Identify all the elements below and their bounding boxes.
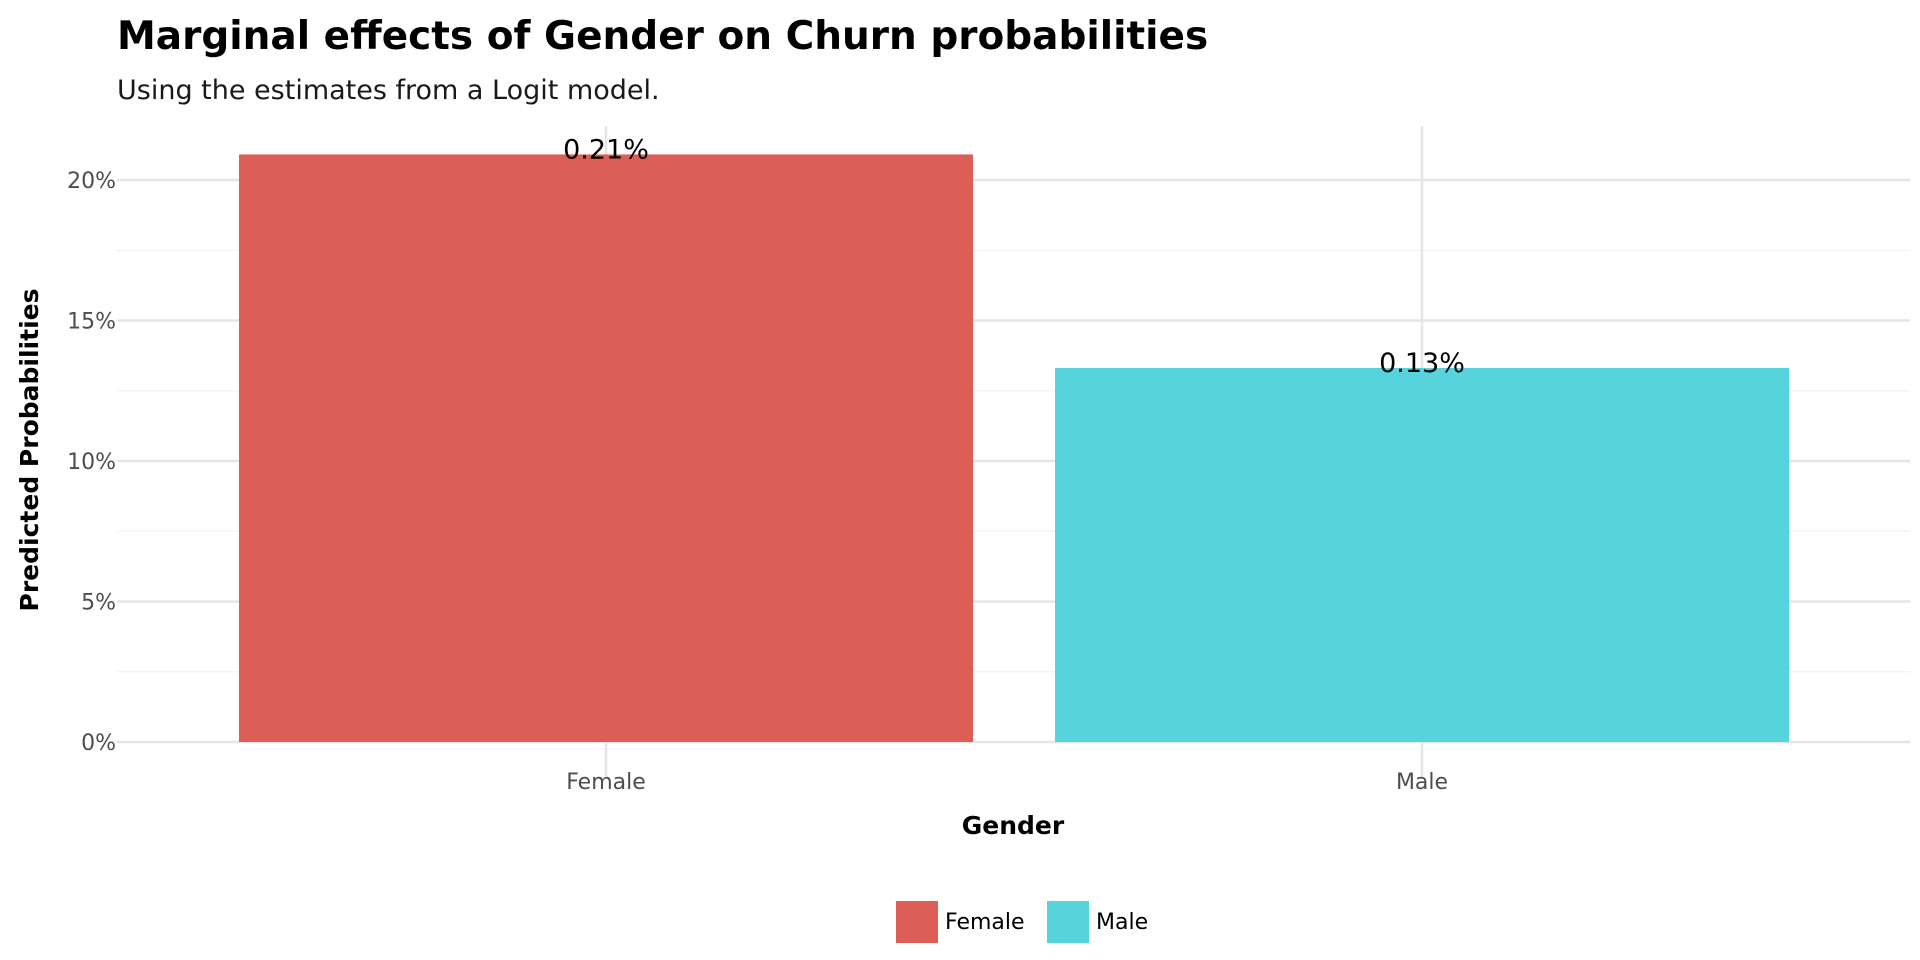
legend-swatch-male (1047, 901, 1089, 943)
data-label-male: 0.13% (1379, 348, 1465, 379)
legend-label-male: Male (1096, 910, 1148, 935)
data-label-female: 0.21% (563, 134, 649, 165)
data-labels: 0.21% 0.13% (563, 134, 1465, 379)
bar-female (239, 154, 973, 742)
legend-label-female: Female (945, 910, 1025, 935)
bars (239, 154, 1789, 742)
legend: Female Male (896, 901, 1148, 943)
y-tick-label: 20% (67, 169, 116, 194)
x-axis-ticks: Female Male (566, 770, 1448, 795)
x-tick-label: Male (1396, 770, 1448, 795)
chart-title: Marginal effects of Gender on Churn prob… (117, 14, 1208, 59)
bar-male (1055, 367, 1789, 742)
legend-swatch-female (896, 901, 938, 943)
x-tick-label: Female (566, 770, 646, 795)
chart-subtitle: Using the estimates from a Logit model. (117, 75, 660, 106)
y-tick-label: 10% (67, 450, 116, 475)
y-tick-label: 0% (81, 731, 116, 756)
y-axis-label: Predicted Probabilities (15, 289, 44, 612)
y-tick-label: 15% (67, 310, 116, 335)
y-axis-ticks: 0% 5% 10% 15% 20% (67, 169, 116, 756)
x-axis-label: Gender (962, 811, 1065, 840)
y-tick-label: 5% (81, 591, 116, 616)
